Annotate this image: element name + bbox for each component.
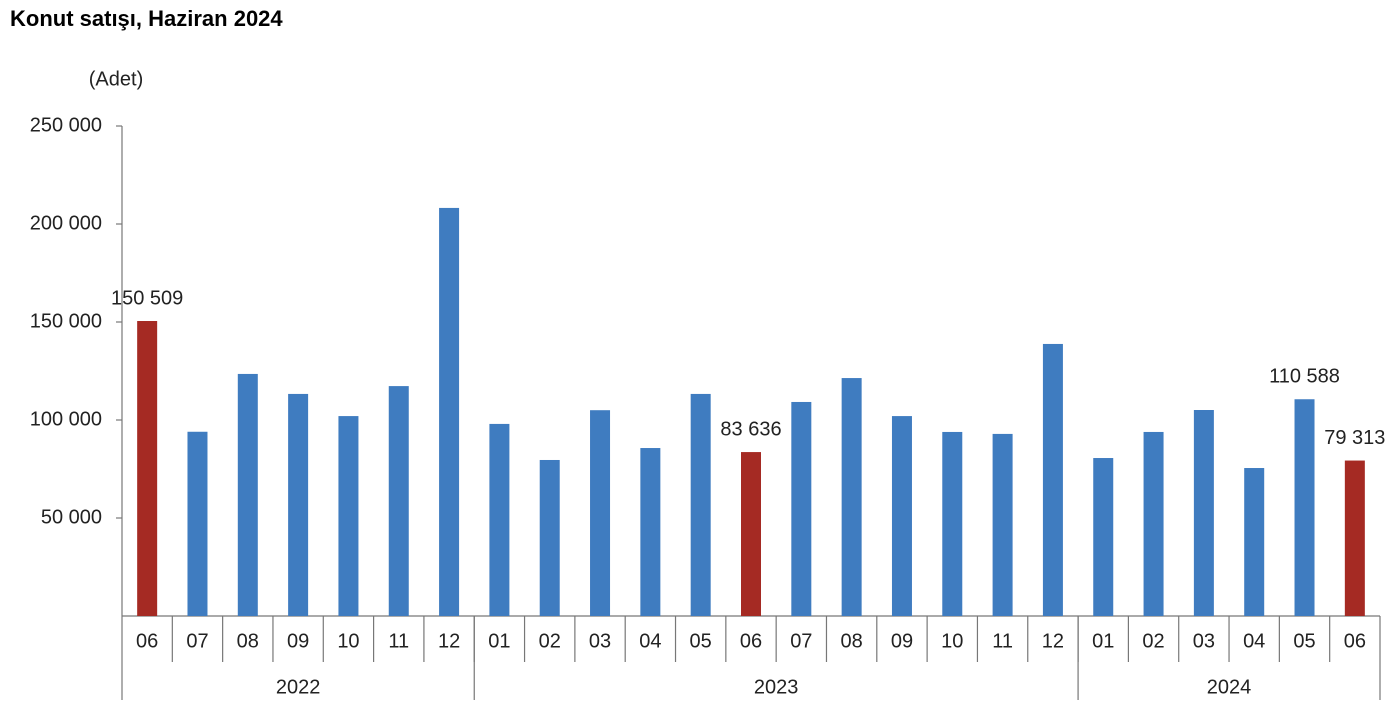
bar: [640, 448, 661, 616]
bar: [1244, 468, 1265, 616]
x-tick-label: 08: [841, 630, 863, 652]
bar: [439, 207, 460, 617]
bar: [338, 416, 359, 616]
x-tick-label: 10: [337, 630, 359, 652]
x-tick-label: 02: [1142, 630, 1164, 652]
y-tick-label: 50 000: [41, 506, 102, 528]
x-tick-label: 08: [237, 630, 259, 652]
y-tick-label: 150 000: [30, 310, 102, 332]
bar: [1143, 431, 1164, 616]
bar: [891, 416, 912, 616]
x-tick-label: 07: [186, 630, 208, 652]
bar: [237, 373, 258, 616]
x-tick-label: 03: [589, 630, 611, 652]
x-tick-label: 03: [1193, 630, 1215, 652]
data-label: 110 588: [1269, 366, 1340, 388]
x-tick-label: 01: [1092, 630, 1114, 652]
x-tick-label: 12: [1042, 630, 1064, 652]
y-axis-label: (Adet): [89, 68, 143, 90]
x-tick-label: 01: [488, 630, 510, 652]
chart-title: Konut satışı, Haziran 2024: [10, 6, 283, 31]
bar: [1193, 410, 1214, 616]
bar: [1294, 399, 1315, 616]
data-label: 79 313: [1324, 427, 1385, 449]
bar: [690, 393, 711, 616]
group-label: 2024: [1207, 676, 1252, 698]
group-label: 2022: [276, 676, 321, 698]
bar: [1042, 343, 1063, 616]
bar: [841, 378, 862, 616]
bar: [590, 410, 611, 616]
bar: [187, 431, 208, 616]
x-tick-label: 07: [790, 630, 812, 652]
bar: [791, 401, 812, 616]
x-tick-label: 05: [1293, 630, 1315, 652]
x-tick-label: 04: [1243, 630, 1265, 652]
bar: [288, 393, 309, 616]
bar: [942, 431, 963, 616]
x-tick-label: 12: [438, 630, 460, 652]
bar: [539, 459, 560, 616]
bar: [137, 321, 158, 616]
data-label: 150 509: [111, 287, 183, 309]
x-tick-label: 11: [388, 630, 409, 652]
x-tick-label: 02: [539, 630, 561, 652]
x-tick-label: 06: [1344, 630, 1366, 652]
x-tick-label: 11: [992, 630, 1013, 652]
bar: [992, 433, 1013, 616]
x-tick-label: 06: [136, 630, 158, 652]
data-label: 83 636: [720, 418, 781, 440]
bar: [388, 386, 409, 616]
x-tick-label: 05: [690, 630, 712, 652]
y-tick-label: 250 000: [30, 114, 102, 136]
x-tick-label: 10: [941, 630, 963, 652]
x-tick-label: 06: [740, 630, 762, 652]
y-tick-label: 100 000: [30, 408, 102, 430]
x-tick-label: 09: [891, 630, 913, 652]
group-label: 2023: [754, 676, 799, 698]
bar: [1344, 460, 1365, 616]
x-tick-label: 04: [639, 630, 661, 652]
bar: [1093, 458, 1114, 616]
y-tick-label: 200 000: [30, 212, 102, 234]
bar: [741, 452, 761, 616]
bar: [489, 423, 510, 616]
x-tick-label: 09: [287, 630, 309, 652]
